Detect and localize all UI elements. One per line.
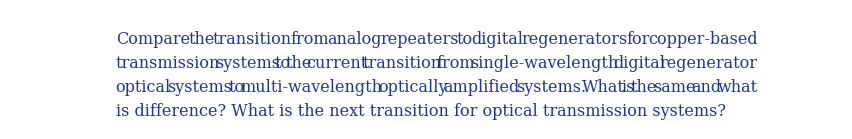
Text: from: from: [291, 31, 329, 48]
Text: optical: optical: [116, 79, 171, 96]
Text: and: and: [691, 79, 722, 96]
Text: multi-wavelength: multi-wavelength: [240, 79, 383, 96]
Text: transition: transition: [363, 55, 441, 72]
Text: amplified: amplified: [444, 79, 520, 96]
Text: single-wavelength: single-wavelength: [469, 55, 618, 72]
Text: optically: optically: [378, 79, 447, 96]
Text: What: What: [582, 79, 625, 96]
Text: the: the: [285, 55, 312, 72]
Text: digital: digital: [471, 31, 523, 48]
Text: current: current: [307, 55, 368, 72]
Text: is difference? What is the next transition for optical transmission systems?: is difference? What is the next transiti…: [116, 103, 726, 120]
Text: transition: transition: [213, 31, 292, 48]
Text: Compare: Compare: [116, 31, 190, 48]
Text: regenerators: regenerators: [521, 31, 628, 48]
Text: digital: digital: [613, 55, 665, 72]
Text: analog: analog: [327, 31, 382, 48]
Text: systems.: systems.: [516, 79, 586, 96]
Text: systems: systems: [215, 55, 279, 72]
Text: transmission: transmission: [116, 55, 220, 72]
Text: for: for: [626, 31, 649, 48]
Text: systems: systems: [167, 79, 232, 96]
Text: from: from: [436, 55, 475, 72]
Text: is: is: [621, 79, 635, 96]
Text: regenerator: regenerator: [659, 55, 757, 72]
Text: to: to: [228, 79, 245, 96]
Text: repeaters: repeaters: [380, 31, 458, 48]
Text: what: what: [717, 79, 757, 96]
Text: the: the: [188, 31, 215, 48]
Text: same: same: [653, 79, 695, 96]
Text: copper-based: copper-based: [648, 31, 757, 48]
Text: to: to: [457, 31, 473, 48]
Text: to: to: [274, 55, 291, 72]
Text: the: the: [630, 79, 657, 96]
